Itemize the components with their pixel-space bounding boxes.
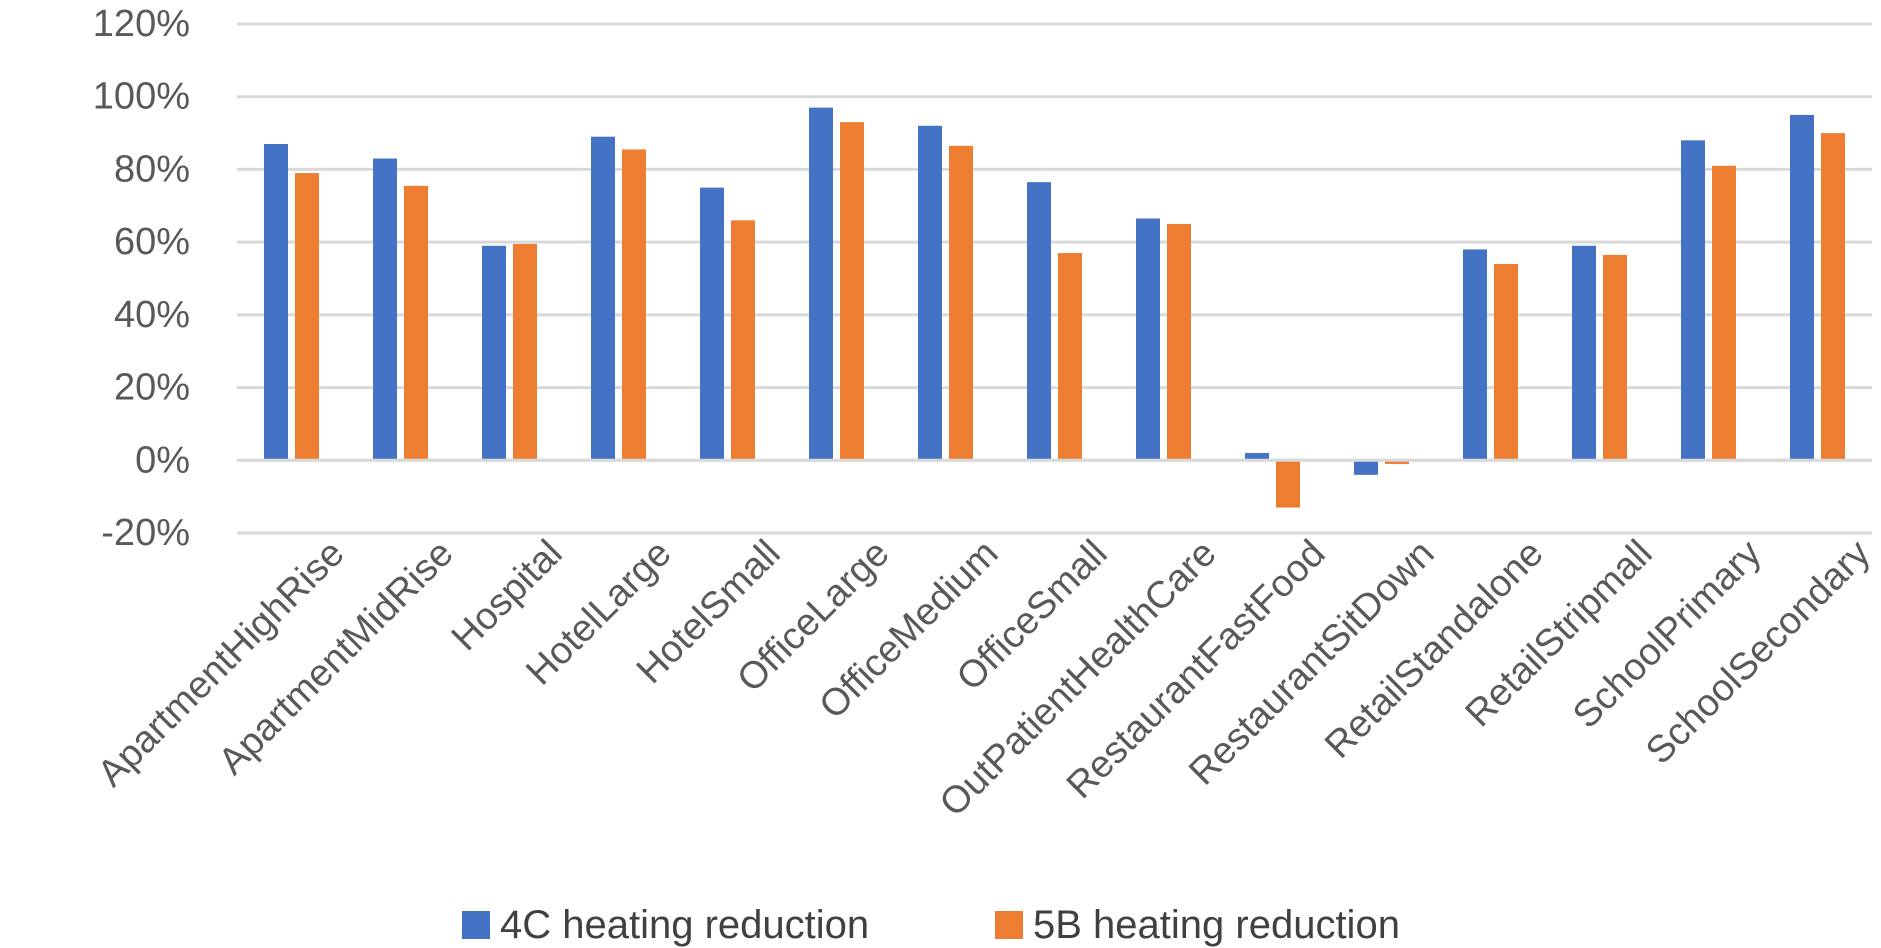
y-tick-label: 100% — [93, 76, 190, 118]
bar-4c-retailstandalone — [1463, 249, 1487, 461]
bar-5b-retailstandalone — [1494, 263, 1518, 461]
legend-label: 5B heating reduction — [1033, 903, 1400, 947]
bar-4c-retailstripmall — [1572, 245, 1596, 461]
bar-5b-apartmenthighrise — [295, 173, 319, 461]
bar-4c-apartmenthighrise — [264, 143, 288, 461]
bar-4c-officelarge — [809, 107, 833, 461]
bar-4c-hotellarge — [591, 136, 615, 461]
x-axis-ticks: ApartmentHighRiseApartmentMidRiseHospita… — [90, 532, 1879, 825]
x-tick-label: SchoolPrimary — [1565, 532, 1769, 736]
y-tick-label: 0% — [135, 439, 190, 481]
bar-4c-hospital — [482, 245, 506, 461]
bar-5b-officelarge — [840, 122, 864, 461]
bar-4c-restaurantfastfood — [1245, 453, 1269, 461]
y-tick-label: 60% — [114, 221, 190, 263]
y-tick-label: 20% — [114, 367, 190, 409]
bar-4c-schoolsecondary — [1790, 114, 1814, 461]
bar-5b-officemedium — [949, 145, 973, 461]
bar-5b-restaurantfastfood — [1276, 460, 1300, 508]
bar-5b-apartmentmidrise — [404, 185, 428, 461]
legend-swatch-0 — [462, 911, 490, 939]
y-tick-label: 40% — [114, 294, 190, 336]
bar-4c-outpatienthealthcare — [1136, 218, 1160, 461]
bar-4c-schoolprimary — [1681, 140, 1705, 461]
legend-swatch-1 — [995, 911, 1023, 939]
legend-label: 4C heating reduction — [500, 903, 869, 947]
bar-4c-apartmentmidrise — [373, 158, 397, 461]
bar-4c-officesmall — [1027, 182, 1051, 461]
bar-5b-retailstripmall — [1603, 254, 1627, 461]
legend: 4C heating reduction 5B heating reduction — [462, 903, 1400, 947]
bar-5b-schoolsecondary — [1821, 133, 1845, 461]
bar-4c-restaurantsitdown — [1354, 460, 1378, 475]
bar-5b-hospital — [513, 243, 537, 461]
y-tick-label: -20% — [101, 512, 190, 554]
bar-4c-hotelsmall — [700, 187, 724, 461]
bar-5b-schoolprimary — [1712, 165, 1736, 461]
bar-5b-hotelsmall — [731, 220, 755, 461]
y-tick-label: 80% — [114, 148, 190, 190]
bar-5b-officesmall — [1058, 253, 1082, 461]
bar-5b-restaurantsitdown — [1385, 460, 1409, 464]
bars — [264, 107, 1845, 508]
bar-4c-officemedium — [918, 125, 942, 461]
y-tick-label: 120% — [93, 3, 190, 45]
bar-5b-hotellarge — [622, 149, 646, 461]
y-axis-ticks: -20% 0% 20% 40% 60% 80% 100% 120% — [93, 3, 190, 554]
bar-5b-outpatienthealthcare — [1167, 223, 1191, 461]
x-tick-label: RetailStripmall — [1458, 532, 1661, 735]
